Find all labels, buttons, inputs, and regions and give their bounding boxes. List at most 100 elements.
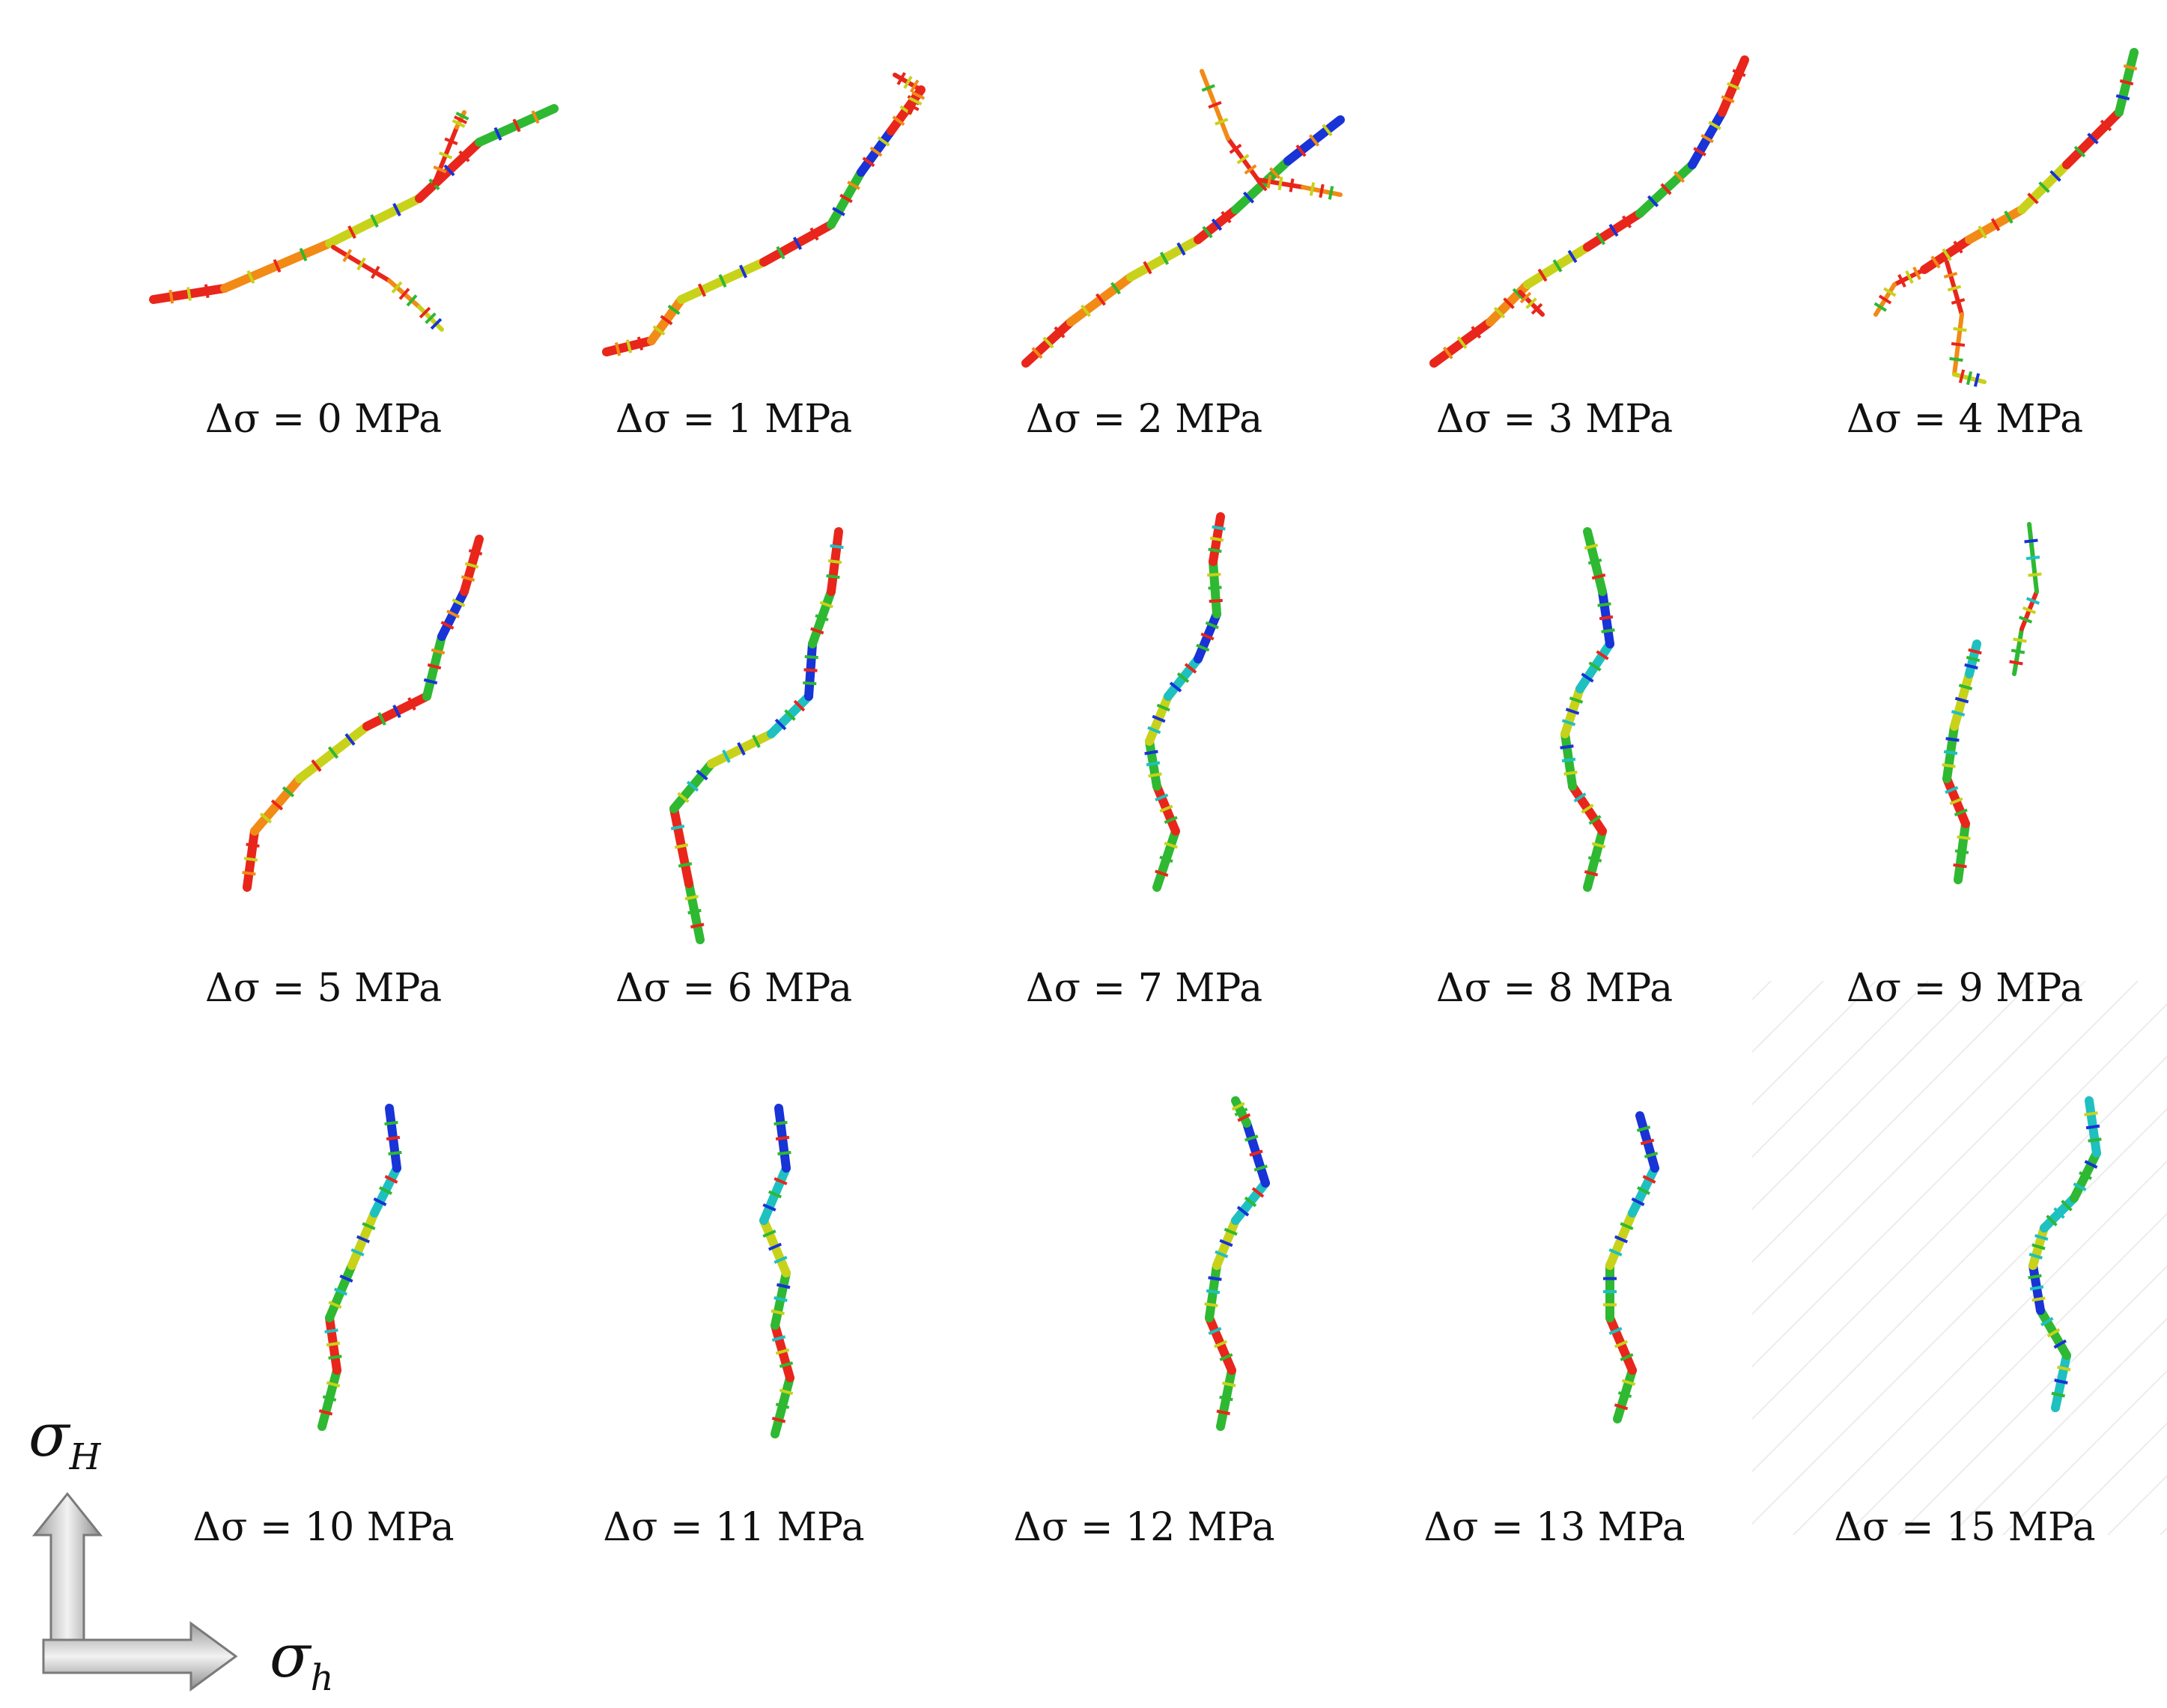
panel-label: Δσ = 1 MPa: [615, 397, 853, 442]
fracture-4-branch-0-tick: [1897, 274, 1906, 288]
fracture-2-branch-0-tick: [1208, 100, 1222, 109]
fracture-2-main-tick: [1308, 134, 1320, 147]
fracture-7-main-tick: [1159, 804, 1173, 813]
fracture-0-main-tick: [370, 214, 379, 228]
fracture-2-branch-0-tick: [1215, 118, 1229, 126]
fracture-11-main-tick: [776, 1283, 791, 1289]
fracture-10-main-tick: [379, 1186, 392, 1195]
fracture-9-main-tick: [1968, 648, 1982, 655]
fracture-2-main-tick: [1110, 282, 1122, 295]
fracture-2-main-tick: [1295, 144, 1307, 157]
fracture-4-branch-1-tick: [1949, 356, 1963, 362]
fracture-8-main-tick: [1588, 661, 1602, 672]
fracture-2-branch-1-tick: [1309, 182, 1316, 196]
fracture-7-main-tick: [1205, 621, 1219, 630]
fracture-12-main-tick: [1204, 1302, 1218, 1307]
fracture-12-main-tick: [1219, 1395, 1233, 1402]
fracture-12-main-tick: [1219, 1353, 1233, 1361]
fracture-9-branch-0-tick: [2025, 597, 2040, 605]
fracture-8-main-tick: [1591, 842, 1606, 849]
fracture-7-main-tick: [1164, 815, 1178, 824]
fracture-9-branch-0-tick: [2024, 538, 2038, 544]
fracture-12-main-tick: [1234, 1107, 1248, 1116]
fracture-14-main-tick: [2084, 1111, 2098, 1116]
fracture-2-branch-1-tick: [1328, 186, 1334, 200]
fracture-8-main-tick: [1587, 558, 1602, 565]
fracture-6-main-tick: [737, 742, 746, 756]
fracture-13-main-tick: [1644, 1152, 1659, 1158]
fracture-6-main-tick: [687, 908, 702, 915]
fracture-9-main-tick: [1949, 797, 1963, 806]
fracture-12-main-tick: [1249, 1149, 1263, 1157]
fracture-9-main-tick: [1945, 737, 1960, 742]
fracture-9-branch-0-tick: [2009, 660, 2023, 666]
fracture-0-main-tick: [512, 118, 521, 133]
fracture-2-branch-1-tick: [1319, 183, 1325, 198]
fracture-5-main-tick: [243, 857, 258, 862]
fracture-13-main-tick: [1614, 1340, 1629, 1349]
fracture-1-main-tick: [862, 156, 875, 168]
panel-label: Δσ = 9 MPa: [1846, 966, 2084, 1011]
fracture-3-main-tick: [1456, 336, 1468, 349]
fracture-2-main-tick: [1080, 304, 1092, 317]
panel-label: Δσ = 2 MPa: [1025, 397, 1263, 442]
fracture-9-branch-0-tick: [2025, 556, 2040, 560]
fracture-11-main-tick: [774, 1120, 788, 1126]
fracture-7-main-tick: [1176, 672, 1190, 684]
fracture-0-branch-1-tick: [433, 165, 447, 174]
fracture-6-main-tick: [686, 780, 699, 792]
fracture-6-main-tick: [803, 681, 817, 686]
fracture-1-main-tick: [792, 237, 803, 250]
fracture-7-main-tick: [1200, 632, 1215, 641]
fracture-3-branch-0-tick: [1525, 297, 1537, 309]
fracture-5-main-tick: [282, 786, 295, 797]
fracture-0-main-tick: [204, 284, 210, 298]
fracture-6-main-tick: [677, 791, 690, 803]
fracture-11-main-tick: [775, 1402, 790, 1409]
fracture-7-main-tick: [1184, 663, 1197, 674]
fracture-7-main-tick: [1148, 772, 1162, 778]
fracture-5-main-tick: [246, 842, 260, 848]
fracture-7-main-tick: [1155, 869, 1169, 877]
fracture-5-main-tick: [423, 678, 438, 685]
fracture-8-main-tick: [1584, 869, 1599, 877]
fracture-5-main-tick: [446, 610, 460, 619]
fracture-1-main-tick: [809, 227, 819, 241]
fracture-4-branch-1-tick: [1966, 371, 1973, 386]
fracture-10-main-tick: [328, 1301, 342, 1309]
fracture-2-main-tick: [1031, 347, 1043, 359]
fracture-7-main-tick: [1159, 855, 1173, 863]
fracture-10-main-tick: [318, 1408, 333, 1416]
fracture-0-main-tick: [347, 225, 356, 239]
panel-label: Δσ = 13 MPa: [1423, 1505, 1686, 1550]
fracture-5-main-tick: [270, 799, 284, 811]
fracture-7-main-tick: [1196, 643, 1210, 652]
fracture-14-main-tick: [2040, 1316, 2054, 1327]
fracture-14-main-tick: [2046, 1328, 2061, 1338]
fracture-14-main-tick: [2054, 1379, 2068, 1385]
fracture-1-branch-0-tick: [910, 79, 920, 93]
fracture-13-main-tick: [1620, 1353, 1634, 1361]
vertical-stress-symbol: σ: [28, 1400, 70, 1470]
fracture-11-main-tick: [779, 1388, 794, 1396]
fracture-1-main-tick: [636, 336, 644, 350]
fracture-3-main-tick: [1701, 133, 1714, 144]
fracture-1-main-tick: [832, 207, 845, 216]
fracture-3-main-tick: [1552, 259, 1563, 273]
fracture-5-main-tick: [327, 746, 339, 759]
panel-label: Δσ = 11 MPa: [603, 1505, 865, 1550]
fracture-5-main-tick: [259, 812, 273, 824]
fracture-7-main-tick: [1155, 793, 1169, 802]
fracture-2-branch-0-tick: [1236, 154, 1250, 165]
fracture-2-main-tick: [1242, 191, 1255, 204]
fracture-0-main-tick: [246, 270, 255, 285]
fracture-11-main-tick: [775, 1348, 790, 1355]
fracture-7-main-tick: [1208, 547, 1222, 553]
fracture-13-main-tick: [1614, 1235, 1629, 1244]
fracture-14-main-tick: [2031, 1296, 2046, 1302]
fracture-4-main-tick: [2049, 170, 2061, 182]
fracture-14-main-tick: [2053, 1339, 2067, 1349]
fracture-14-main-tick: [2028, 1274, 2042, 1280]
fracture-0-branch-1-tick: [454, 115, 467, 124]
